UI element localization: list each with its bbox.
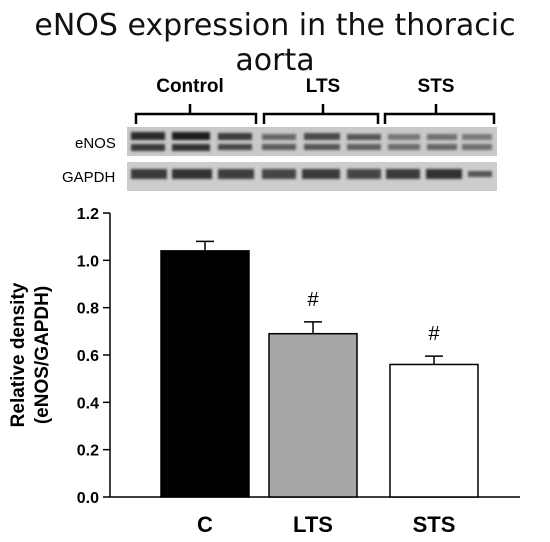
y-tick-label: 0.8 [77,301,99,318]
y-tick-label: 0.0 [77,490,99,507]
x-tick-label: STS [413,512,456,537]
bar [268,332,358,498]
y-axis-label: (eNOS/GAPDH) [32,286,53,424]
blot-row-label: GAPDH [62,169,115,186]
blot-row-label: eNOS [75,135,116,152]
blot-bracket [383,104,496,124]
blot-group-label: LTS [306,76,340,97]
significance-mark: # [428,323,440,345]
significance-mark: # [307,289,319,311]
blot-group-label: Control [156,76,224,97]
x-tick-label: C [197,512,213,537]
western-blot: Control LTS STS eNOS GAPDH [62,76,497,191]
enos-bands [131,132,492,151]
bar-chart: 0.0 0.2 0.4 0.6 0.8 1.0 1.2 Relative density (eN… [8,206,520,537]
bar [389,363,479,498]
blot-bracket [134,104,258,124]
blot-group-label: STS [418,76,455,97]
y-axis-label: Relative density [8,282,29,427]
chart-title: eNOS expression in the thoracic aorta [34,8,516,78]
enos-blot-strip [127,127,497,156]
y-tick-label: 1.0 [77,253,99,270]
gapdh-bands [131,169,492,179]
blot-bracket [262,104,380,124]
y-tick-label: 0.4 [77,395,99,412]
y-tick-label: 0.6 [77,348,99,365]
y-tick-label: 0.2 [77,443,99,460]
y-tick-label: 1.2 [77,206,99,223]
x-tick-label: LTS [293,512,333,537]
bar [160,250,250,498]
